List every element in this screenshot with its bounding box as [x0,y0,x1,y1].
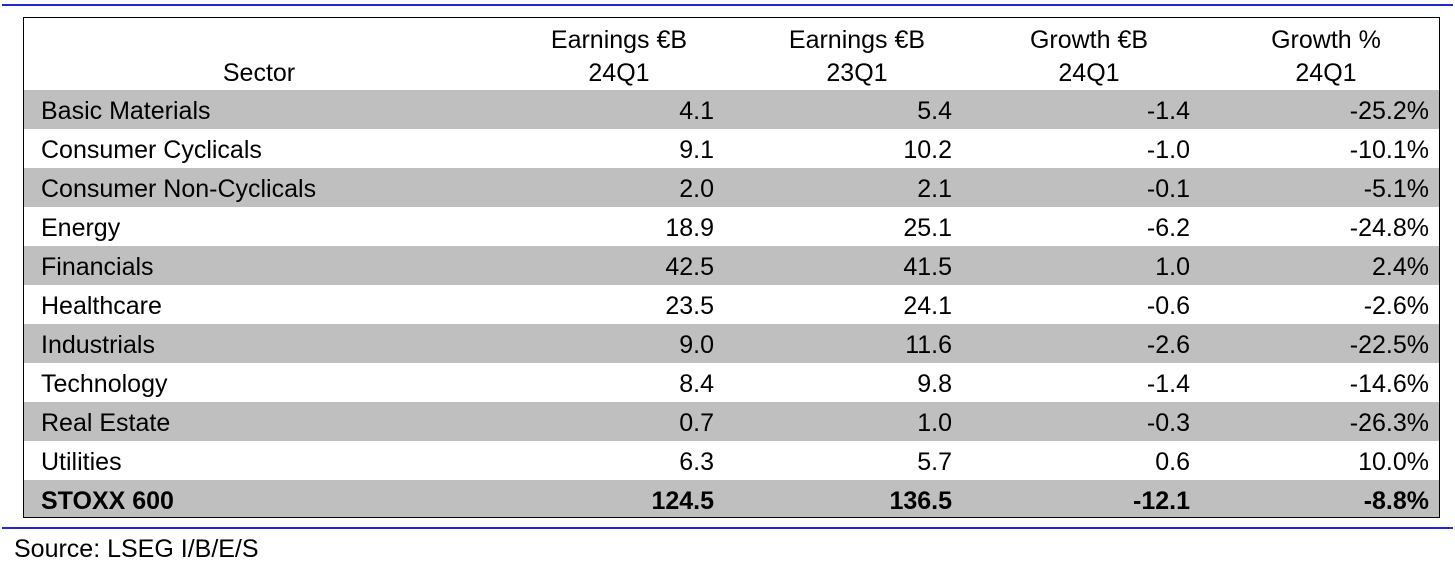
growth-eur-cell: -12.1 [1133,487,1190,515]
sector-cell: Industrials [41,331,155,359]
sector-cell: Technology [41,370,168,398]
sector-cell: Financials [41,253,154,281]
earnings-23q1-cell: 25.1 [903,214,952,242]
table-row: Consumer Cyclicals 9.1 10.2 -1.0 -10.1% [24,129,1439,168]
growth-pct-cell: -5.1% [1363,175,1429,203]
earnings-23q1-cell: 24.1 [903,292,952,320]
table-row: Technology 8.4 9.8 -1.4 -14.6% [24,363,1439,402]
earnings-24q1-cell: 9.0 [679,331,714,359]
header-sector-line2: Sector [222,59,296,87]
earnings-table: Sector Earnings €B 24Q1 Earnings €B 23Q1… [23,17,1440,518]
growth-eur-cell: -0.6 [1146,292,1190,320]
header-growth-pct-24q1: Growth % 24Q1 [1236,24,1416,90]
earnings-23q1-cell: 9.8 [917,370,952,398]
earnings-23q1-cell: 41.5 [903,253,952,281]
earnings-24q1-cell: 124.5 [651,487,714,515]
growth-eur-cell: 1.0 [1155,253,1190,281]
growth-pct-cell: -14.6% [1349,370,1429,398]
sector-cell: Consumer Non-Cyclicals [41,175,317,203]
earnings-23q1-cell: 2.1 [917,175,952,203]
earnings-23q1-cell: 11.6 [905,331,952,359]
growth-eur-cell: -1.4 [1146,370,1190,398]
growth-pct-cell: 2.4% [1372,253,1429,281]
earnings-23q1-cell: 136.5 [889,487,952,515]
sector-cell: Utilities [41,448,122,476]
top-rule [2,4,1453,6]
table-header: Sector Earnings €B 24Q1 Earnings €B 23Q1… [24,18,1439,90]
sector-cell: Consumer Cyclicals [41,136,262,164]
earnings-24q1-cell: 18.9 [665,214,714,242]
header-growth-pct-line2: 24Q1 [1295,59,1357,87]
earnings-24q1-cell: 6.3 [679,448,714,476]
growth-pct-cell: 10.0% [1358,448,1429,476]
table-row: Industrials 9.0 11.6 -2.6 -22.5% [24,324,1439,363]
table-row: Energy 18.9 25.1 -6.2 -24.8% [24,207,1439,246]
growth-eur-cell: -2.6 [1146,331,1190,359]
table-row: Utilities 6.3 5.7 0.6 10.0% [24,441,1439,480]
source-note: Source: LSEG I/B/E/S [14,535,259,563]
growth-pct-cell: -22.5% [1349,331,1429,359]
earnings-23q1-cell: 10.2 [903,136,952,164]
header-growth-eur-line2: 24Q1 [1058,59,1120,87]
table-body: Basic Materials 4.1 5.4 -1.4 -25.2% Cons… [24,90,1439,517]
header-earnings-24q1-line1: Earnings €B [550,26,688,54]
earnings-24q1-cell: 8.4 [679,370,714,398]
growth-pct-cell: -2.6% [1363,292,1429,320]
header-sector-line1 [179,24,339,57]
sector-cell: STOXX 600 [41,487,174,515]
sector-cell: Basic Materials [41,97,211,125]
table-row: Real Estate 0.7 1.0 -0.3 -26.3% [24,402,1439,441]
earnings-23q1-cell: 1.0 [917,409,952,437]
header-earnings-23q1-line2: 23Q1 [826,59,888,87]
sector-cell: Healthcare [41,292,162,320]
growth-pct-cell: -25.2% [1349,97,1429,125]
growth-pct-cell: -8.8% [1363,487,1429,515]
earnings-24q1-cell: 0.7 [679,409,714,437]
table-row: Basic Materials 4.1 5.4 -1.4 -25.2% [24,90,1439,129]
bottom-rule [2,527,1453,529]
growth-eur-cell: -6.2 [1146,214,1190,242]
header-growth-pct-line1: Growth % [1271,26,1381,54]
earnings-24q1-cell: 2.0 [679,175,714,203]
table-row: Healthcare 23.5 24.1 -0.6 -2.6% [24,285,1439,324]
header-earnings-23q1-line1: Earnings €B [788,26,926,54]
growth-pct-cell: -26.3% [1349,409,1429,437]
header-growth-eur-24q1: Growth €B 24Q1 [999,24,1179,90]
earnings-24q1-cell: 9.1 [679,136,714,164]
header-earnings-24q1: Earnings €B 24Q1 [519,24,719,90]
earnings-23q1-cell: 5.7 [917,448,952,476]
header-growth-eur-line1: Growth €B [1029,26,1149,54]
header-earnings-24q1-line2: 24Q1 [588,59,650,87]
growth-eur-cell: -0.3 [1146,409,1190,437]
sector-cell: Real Estate [41,409,171,437]
growth-eur-cell: -0.1 [1146,175,1190,203]
growth-eur-cell: -1.4 [1146,97,1190,125]
growth-eur-cell: -1.0 [1146,136,1190,164]
growth-pct-cell: -10.1% [1349,136,1429,164]
table-row: Financials 42.5 41.5 1.0 2.4% [24,246,1439,285]
header-earnings-23q1: Earnings €B 23Q1 [757,24,957,90]
total-row: STOXX 600 124.5 136.5 -12.1 -8.8% [24,480,1439,517]
earnings-24q1-cell: 4.1 [679,97,714,125]
table-row: Consumer Non-Cyclicals 2.0 2.1 -0.1 -5.1… [24,168,1439,207]
growth-eur-cell: 0.6 [1155,448,1190,476]
earnings-23q1-cell: 5.4 [917,97,952,125]
earnings-24q1-cell: 23.5 [665,292,714,320]
header-sector: Sector [179,24,339,90]
sector-cell: Energy [41,214,121,242]
earnings-24q1-cell: 42.5 [665,253,714,281]
growth-pct-cell: -24.8% [1349,214,1429,242]
